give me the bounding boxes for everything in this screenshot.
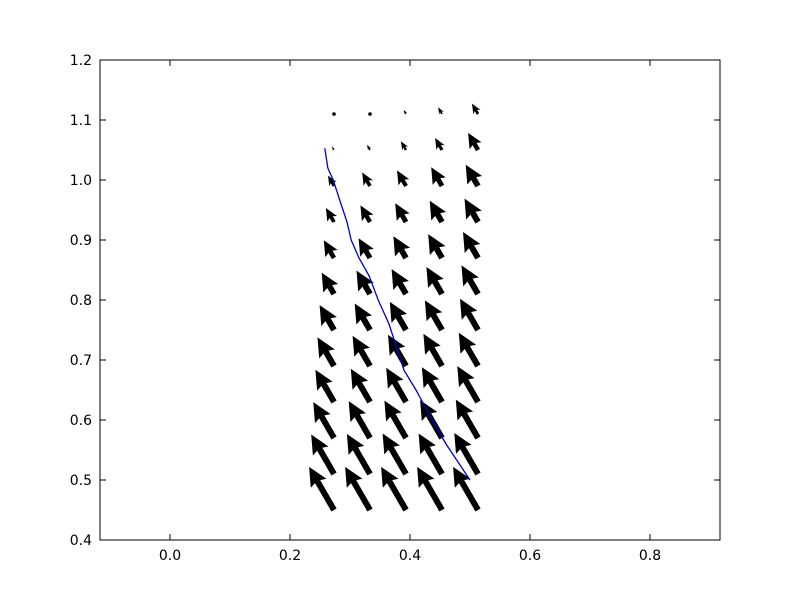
x-axis: 0.0 0.2 0.4 0.6 0.8 [159, 60, 661, 564]
quiver-arrow [426, 267, 445, 296]
x-tick-label: 0.2 [279, 548, 301, 564]
quiver-arrow [393, 236, 411, 260]
quiver-arrow [454, 433, 481, 476]
quiver-arrow [319, 305, 337, 332]
quiver-arrow [317, 337, 337, 368]
quiver-arrow [348, 401, 373, 440]
quiver-arrow [457, 366, 481, 404]
y-tick-label: 1.2 [70, 53, 92, 69]
quiver-arrow [455, 399, 481, 440]
quiver-arrows [309, 103, 483, 512]
quiver-arrow [438, 107, 444, 115]
plot-area [100, 60, 720, 540]
quiver-arrow [368, 112, 372, 116]
quiver-arrow [331, 146, 336, 152]
quiver-arrow [468, 132, 482, 152]
y-tick-label: 0.7 [70, 353, 92, 369]
quiver-arrow [418, 433, 445, 476]
quiver-arrow [421, 367, 445, 404]
quiver-arrow [403, 109, 408, 116]
quiver-arrow [464, 198, 482, 224]
quiver-arrow [352, 335, 373, 368]
x-tick-label: 0.6 [519, 548, 541, 564]
quiver-arrow [381, 466, 409, 512]
quiver-arrow [461, 265, 481, 296]
quiver-arrow [311, 434, 337, 476]
quiver-arrow [367, 144, 372, 151]
quiver-arrow [382, 433, 409, 476]
quiver-arrow [362, 172, 373, 187]
x-tick-label: 0.0 [159, 548, 181, 564]
quiver-arrow [354, 303, 373, 332]
y-tick-label: 0.8 [70, 293, 92, 309]
y-tick-label: 0.6 [70, 413, 92, 429]
quiver-arrow [345, 466, 373, 512]
quiver-arrow [386, 367, 409, 404]
quiver-arrow [431, 167, 446, 188]
quiver-arrow [472, 103, 481, 115]
y-tick-label: 0.4 [70, 533, 92, 549]
quiver-arrow [395, 203, 410, 224]
quiver-arrow [323, 240, 338, 260]
quiver-arrow [332, 112, 336, 116]
quiver-arrow [465, 164, 483, 188]
y-tick-label: 1.0 [70, 173, 92, 189]
quiver-arrow [424, 300, 445, 332]
x-tick-label: 0.8 [639, 548, 661, 564]
quiver-arrow [391, 269, 409, 296]
quiver-arrow [346, 434, 373, 476]
quiver-arrow [435, 138, 445, 151]
quiver-arrow [458, 332, 481, 368]
quiver-arrow [400, 141, 409, 151]
quiver-arrow [453, 466, 481, 512]
quiver-arrow [360, 205, 374, 224]
trajectory-lines [324, 148, 471, 481]
y-tick-label: 0.5 [70, 473, 92, 489]
quiver-arrow [358, 238, 374, 260]
x-tick-label: 0.4 [399, 548, 421, 564]
quiver-arrow [460, 298, 481, 332]
quiver-arrow [428, 234, 446, 260]
y-tick-label: 1.1 [70, 113, 92, 129]
quiver-arrow [417, 466, 445, 512]
quiver-arrow [313, 402, 337, 440]
quiver-arrow [423, 333, 445, 368]
quiver-arrow [356, 270, 374, 296]
quiver-arrow [309, 466, 337, 512]
quiver-arrow [384, 400, 409, 440]
quiver-arrow [463, 232, 481, 260]
quiver-arrow [321, 272, 339, 296]
quiver-arrow [325, 208, 337, 223]
y-tick-label: 0.9 [70, 233, 92, 249]
quiver-arrow [397, 170, 410, 187]
quiver-arrow [429, 200, 447, 224]
quiver-arrow [350, 368, 373, 404]
quiver-arrow [315, 369, 337, 404]
trajectory-line [324, 148, 471, 481]
y-axis: 0.4 0.5 0.6 0.7 0.8 0.9 1.0 1.1 1.2 [70, 53, 720, 549]
quiver-arrow [389, 301, 409, 332]
